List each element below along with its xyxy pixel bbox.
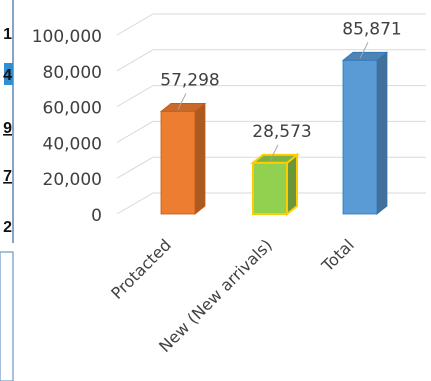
gridlines — [116, 13, 426, 215]
bar-side — [194, 102, 206, 215]
x-tick-label: Total — [317, 235, 358, 276]
fragment-3: 9 — [3, 120, 12, 137]
y-tick-label: 80,000 — [43, 63, 102, 83]
bars: 57,298 28,573 85,871 — [159, 19, 402, 217]
bar-side — [286, 152, 298, 217]
y-axis: 0 20,000 40,000 60,000 80,000 100,000 — [32, 27, 102, 226]
bar-side — [376, 51, 388, 215]
data-label-leader — [359, 42, 369, 59]
fragment-1: 1 — [3, 26, 12, 43]
data-label-leader — [177, 93, 187, 110]
left-panel: 1 4 9 7 2 — [0, 0, 14, 381]
panel-box — [0, 251, 14, 381]
fragment-5: 2 — [3, 219, 12, 236]
bar-front — [342, 59, 378, 215]
y-tick-label: 40,000 — [43, 134, 102, 154]
fragment-2: 4 — [3, 67, 12, 84]
gridline — [116, 156, 426, 179]
gridline — [116, 192, 426, 215]
x-tick-label: New (New arrivals) — [155, 235, 276, 356]
data-label-leader — [269, 144, 279, 162]
data-label: 57,298 — [160, 70, 219, 90]
y-tick-label: 20,000 — [43, 170, 102, 190]
gridline — [116, 85, 426, 108]
bar-3: 85,871 — [341, 19, 402, 215]
x-tick-label: Protacted — [107, 235, 175, 303]
highlight-cell — [4, 63, 13, 85]
gridline — [116, 13, 426, 36]
gridline — [116, 49, 426, 72]
y-tick-label: 100,000 — [32, 27, 102, 47]
bar-1: 57,298 — [159, 70, 220, 215]
data-label: 85,871 — [342, 19, 401, 39]
bar-front — [160, 111, 196, 215]
bar-front — [252, 161, 288, 215]
gridline — [116, 120, 426, 143]
bar-2: 28,573 — [250, 122, 312, 217]
fragment-4: 7 — [3, 168, 12, 185]
y-tick-label: 60,000 — [43, 99, 102, 119]
y-tick-label: 0 — [91, 206, 102, 226]
data-label: 28,573 — [252, 122, 311, 142]
